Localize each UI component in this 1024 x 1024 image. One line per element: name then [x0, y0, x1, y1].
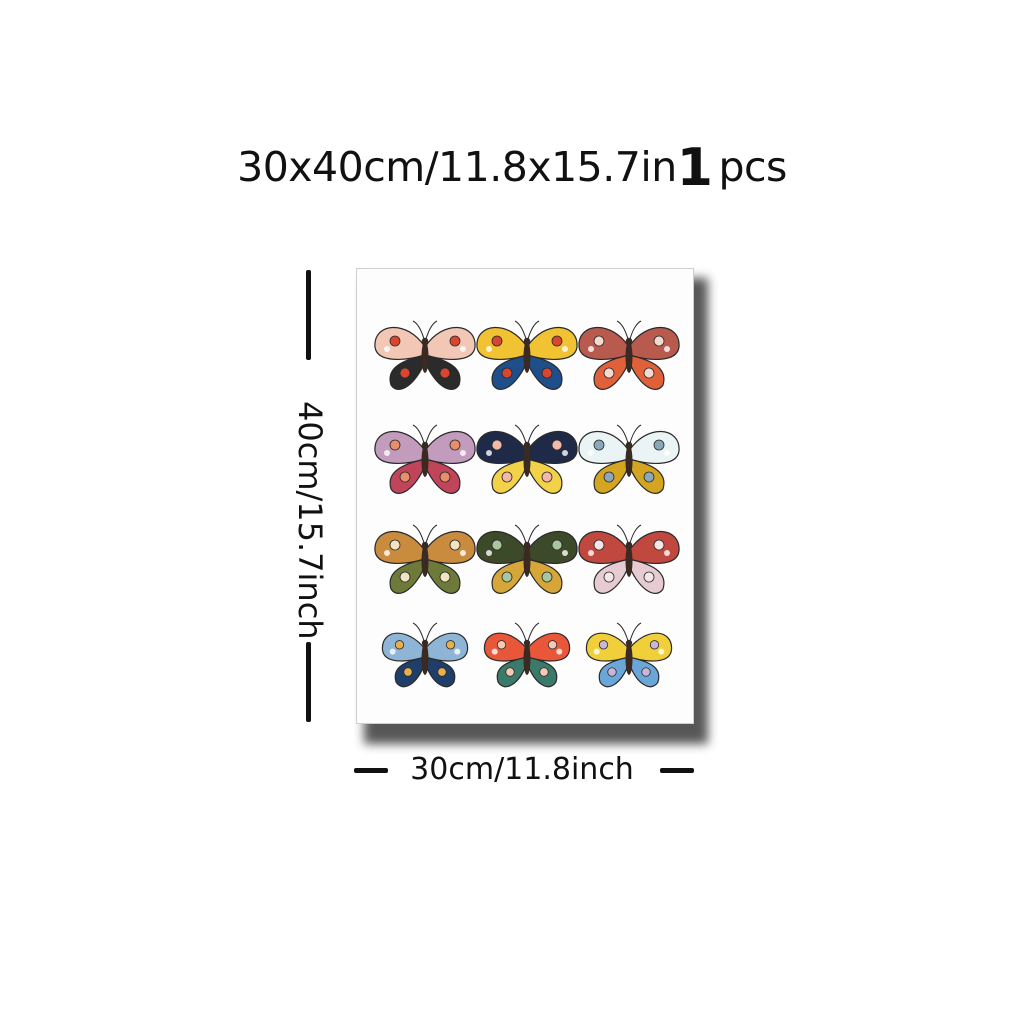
quantity-unit: pcs: [718, 143, 787, 191]
butterfly-9: [578, 524, 680, 594]
butterfly-11: [483, 622, 571, 688]
butterfly-artwork: [374, 320, 680, 688]
butterfly-2: [476, 320, 578, 390]
butterfly-7: [374, 524, 476, 594]
quantity-value: 1: [676, 138, 713, 198]
height-dimension-bar-top: [306, 270, 311, 360]
butterfly-12: [585, 622, 673, 688]
height-dimension-label: 40cm/15.7inch: [291, 401, 329, 640]
butterfly-10: [381, 622, 469, 688]
butterfly-5: [476, 424, 578, 494]
size-text: 30x40cm/11.8x15.7in: [237, 143, 677, 191]
height-dimension-bar-bottom: [306, 642, 311, 722]
product-size-headline: 30x40cm/11.8x15.7in1 pcs: [0, 138, 1024, 198]
width-dimension-bar-left: [354, 768, 388, 773]
width-dimension-bar-right: [660, 768, 694, 773]
butterfly-3: [578, 320, 680, 390]
width-dimension-label: 30cm/11.8inch: [410, 752, 634, 787]
butterfly-8: [476, 524, 578, 594]
butterfly-4: [374, 424, 476, 494]
butterfly-6: [578, 424, 680, 494]
butterfly-1: [374, 320, 476, 390]
canvas-print: [356, 268, 694, 724]
